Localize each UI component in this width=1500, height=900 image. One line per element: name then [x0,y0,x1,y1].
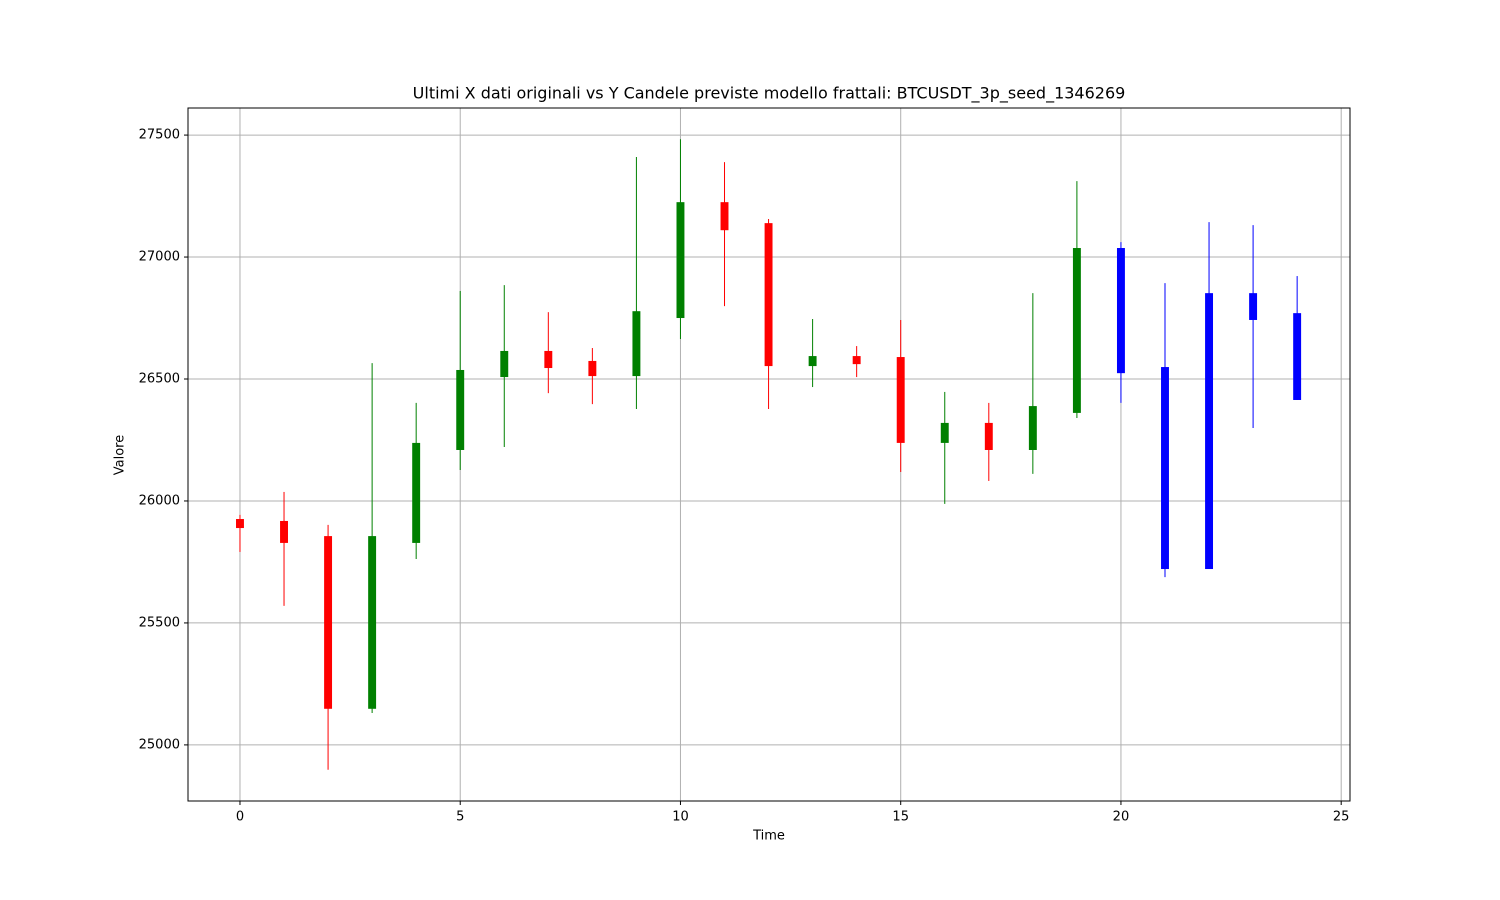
y-tick-label: 27000 [139,250,180,265]
y-tick-label: 25500 [139,615,180,630]
x-tick-label: 10 [672,810,689,825]
y-axis-label: Valore [113,435,128,475]
x-tick-label: 20 [1113,810,1130,825]
candle-body [808,356,817,367]
x-tick-label: 0 [236,810,244,825]
x-tick-label: 25 [1333,810,1350,825]
candle-body [676,202,685,319]
x-axis-label: Time [752,829,785,844]
candle-body [368,536,377,709]
candle-body [1072,248,1081,413]
candle-body [1028,406,1037,450]
plot-frame [187,107,1351,802]
candle-body [1293,313,1302,400]
candle-body [1161,367,1169,570]
candle-body [236,519,244,529]
candle-body [764,223,773,367]
candle-body [588,360,597,377]
y-tick-label: 26500 [139,372,180,387]
y-tick-label: 27500 [139,128,180,143]
candle-body [896,357,905,443]
candle-body [280,520,288,543]
y-tick-label: 26000 [139,493,180,508]
candle-body [940,422,949,443]
candle-body [1116,248,1125,374]
candle-body [1249,293,1258,320]
x-tick-label: 15 [892,810,909,825]
chart-title: Ultimi X dati originali vs Y Candele pre… [413,84,1126,104]
candle-body [720,202,729,231]
candle-body [324,536,333,709]
candle-body [500,350,509,378]
candle-body [984,422,993,450]
y-tick-label: 25000 [139,737,180,752]
candle-body [852,356,861,365]
candle-body [412,442,421,543]
candle-body [456,369,465,450]
candle-body [632,311,641,377]
x-tick-label: 5 [456,810,464,825]
candle-body [544,350,553,369]
candle-body [1205,293,1214,570]
